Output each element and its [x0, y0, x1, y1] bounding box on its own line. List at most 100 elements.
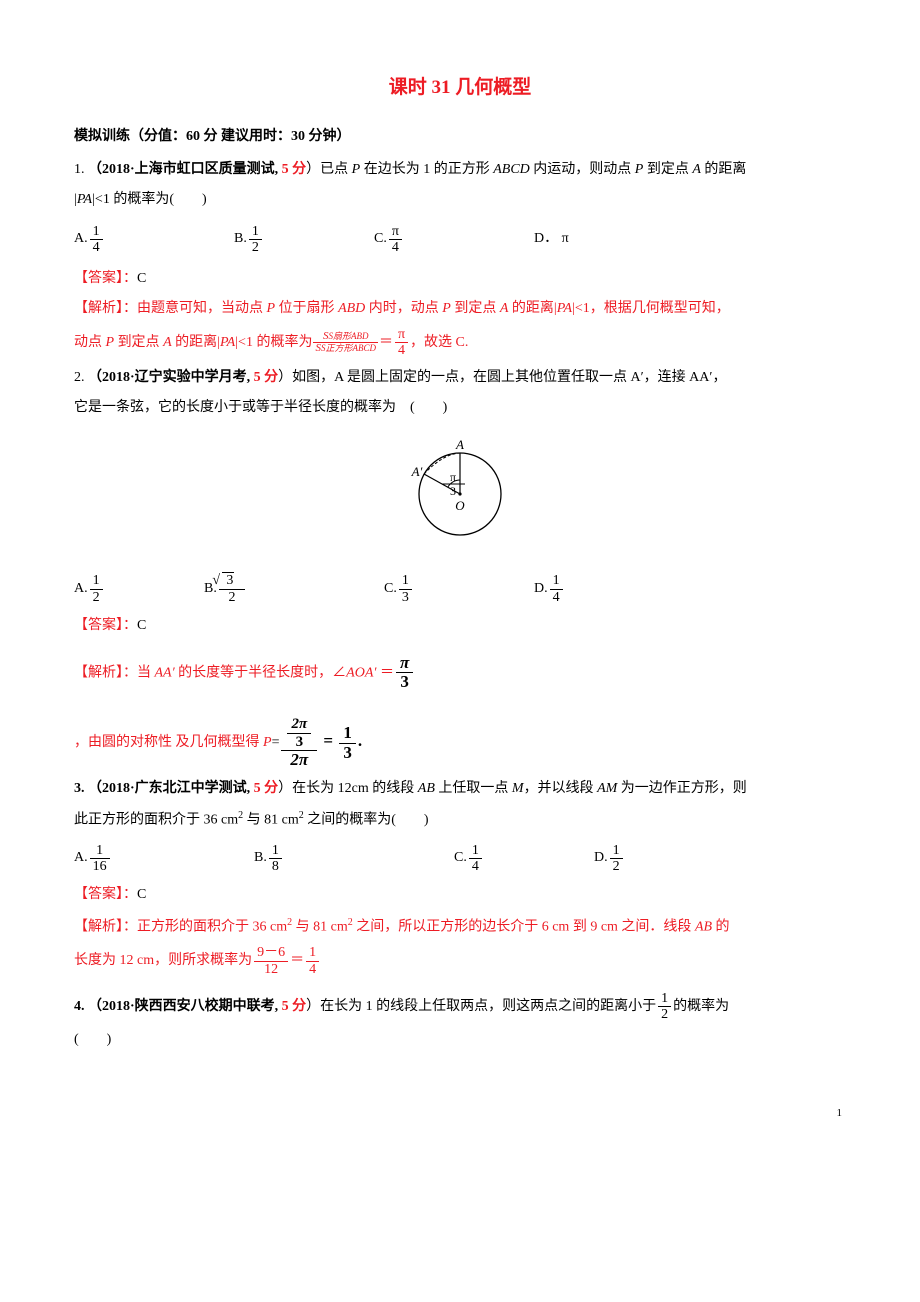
page-number: 1 [74, 1103, 846, 1124]
q2-points: 5 分 [254, 370, 279, 385]
num: 1 [249, 224, 262, 239]
fraction: 116 [90, 843, 110, 875]
t: ，故选 C. [410, 335, 468, 350]
q2-opt-b: B. 3√2 [204, 573, 384, 605]
t: 当 [137, 665, 155, 680]
fraction: 14 [306, 945, 319, 977]
t: AB [418, 781, 435, 796]
label: D. [534, 576, 548, 603]
t: 的距离| [172, 335, 220, 350]
nd: 3 [287, 733, 311, 751]
fraction: 12 [249, 224, 262, 256]
label: 【解析】： [74, 920, 137, 935]
t: 与 81 cm [292, 920, 348, 935]
t: 长度为 12 cm，则所求概率为 [74, 953, 252, 968]
num: 1 [90, 843, 110, 858]
label: A. [74, 576, 88, 603]
fraction: π3 [396, 654, 413, 692]
t: 到定点 [643, 162, 692, 177]
label-A: A [455, 437, 464, 452]
den: 12 [254, 961, 288, 977]
q2-opt-a: A. 12 [74, 573, 204, 605]
page-title: 课时 31 几何概型 [74, 70, 846, 106]
label: A. [74, 845, 88, 872]
q2-opt-c: C. 13 [384, 573, 534, 605]
t: 的距离 [701, 162, 747, 177]
fraction: 13 [399, 573, 412, 605]
s-fraction: SS扇形ABDSS正方形ABCD [313, 331, 378, 355]
t: ，并以线段 [524, 781, 598, 796]
q3-num: 3. [74, 781, 85, 796]
q4-stem: 4. （2018·陕西西安八校期中联考, 5 分）在长为 1 的线段上任取两点，… [74, 991, 846, 1023]
fraction: 12 [610, 843, 623, 875]
num: 2π3 [281, 716, 317, 750]
t: P [263, 735, 272, 750]
fraction: 14 [90, 224, 103, 256]
label: 【答案】： [74, 618, 137, 633]
t: = [272, 735, 280, 750]
fraction: π4 [395, 327, 408, 359]
q2-stem: 2. （2018·辽宁实验中学月考, 5 分）如图，A 是圆上固定的一点，在圆上… [74, 365, 846, 392]
t: 之间的概率为( ) [304, 813, 429, 828]
num: 1 [399, 573, 412, 588]
den: 2 [90, 589, 103, 605]
num: 1 [90, 224, 103, 239]
num: 3√ [219, 573, 245, 588]
q1-options: A. 14 B. 12 C. π4 D． π [74, 224, 846, 256]
label: 【解析】： [74, 301, 137, 316]
den: 2π [281, 750, 317, 770]
t: 的距离| [508, 301, 556, 316]
label: B. [234, 226, 247, 253]
den: 2 [219, 589, 245, 605]
q4-num: 4. [74, 999, 85, 1014]
t: 上任取一点 [435, 781, 512, 796]
t: |<1，根据几何概型可知， [572, 301, 730, 316]
q2-options: A. 12 B. 3√2 C. 13 D. 14 [74, 573, 846, 605]
q2-num: 2. [74, 370, 85, 385]
t: 为一边作正方形，则 [617, 781, 747, 796]
t: 在边长为 1 的正方形 [360, 162, 493, 177]
q2-explanation: 【解析】：当 AA′ 的长度等于半径长度时，∠AOA′ ＝π3 [74, 654, 846, 692]
q3-opt-b: B. 18 [254, 843, 454, 875]
label-Aprime: A′ [411, 464, 423, 479]
num: π [395, 327, 408, 342]
t: . [358, 731, 362, 750]
t: ）如图，A 是圆上固定的一点，在圆上其他位置任取一点 A′，连接 AA′， [278, 370, 726, 385]
t: ＝ [379, 335, 393, 350]
t: P [442, 301, 451, 316]
num: 1 [658, 991, 671, 1006]
t: 的长度等于半径长度时，∠ [175, 665, 347, 680]
num: 1 [90, 573, 103, 588]
t: 动点 [74, 335, 106, 350]
t: P [352, 162, 361, 177]
t: 之间，所以正方形的边长介于 6 cm 到 9 cm 之间．线段 [353, 920, 695, 935]
den: 3 [339, 743, 356, 763]
fraction: 13 [339, 724, 356, 762]
label: D. [594, 845, 608, 872]
t: AM [597, 781, 617, 796]
q2-answer: 【答案】：C [74, 613, 846, 640]
angle-den: 3 [450, 484, 456, 498]
t: 的概率为 [673, 999, 729, 1014]
q1-explanation: 【解析】：由题意可知，当动点 P 位于扇形 ABD 内时，动点 P 到定点 A … [74, 296, 846, 323]
q1-opt-b: B. 12 [234, 224, 374, 256]
t: |<1 的概率为( ) [92, 192, 207, 207]
fraction: 12 [658, 991, 671, 1023]
q1-explanation-2: 动点 P 到定点 A 的距离|PA|<1 的概率为SS扇形ABDSS正方形ABC… [74, 327, 846, 359]
num: 1 [306, 945, 319, 960]
q4-points: 5 分 [282, 999, 307, 1014]
den: 8 [269, 858, 282, 874]
q3-opt-d: D. 12 [594, 843, 625, 875]
t: ，由圆的对称性 及几何概型得 [74, 735, 263, 750]
q1-stem-2: |PA|<1 的概率为( ) [74, 187, 846, 214]
q3-explanation-2: 长度为 12 cm，则所求概率为9－612＝14 [74, 945, 846, 977]
den: 4 [389, 239, 402, 255]
t: A [163, 335, 172, 350]
t: P [106, 335, 115, 350]
q3-stem: 3. （2018·广东北江中学测试, 5 分）在长为 12cm 的线段 AB 上… [74, 776, 846, 803]
q1-opt-a: A. 14 [74, 224, 234, 256]
fraction: 18 [269, 843, 282, 875]
t: AB [695, 920, 712, 935]
t: AA′ [155, 665, 175, 680]
q3-points: 5 分 [254, 781, 279, 796]
